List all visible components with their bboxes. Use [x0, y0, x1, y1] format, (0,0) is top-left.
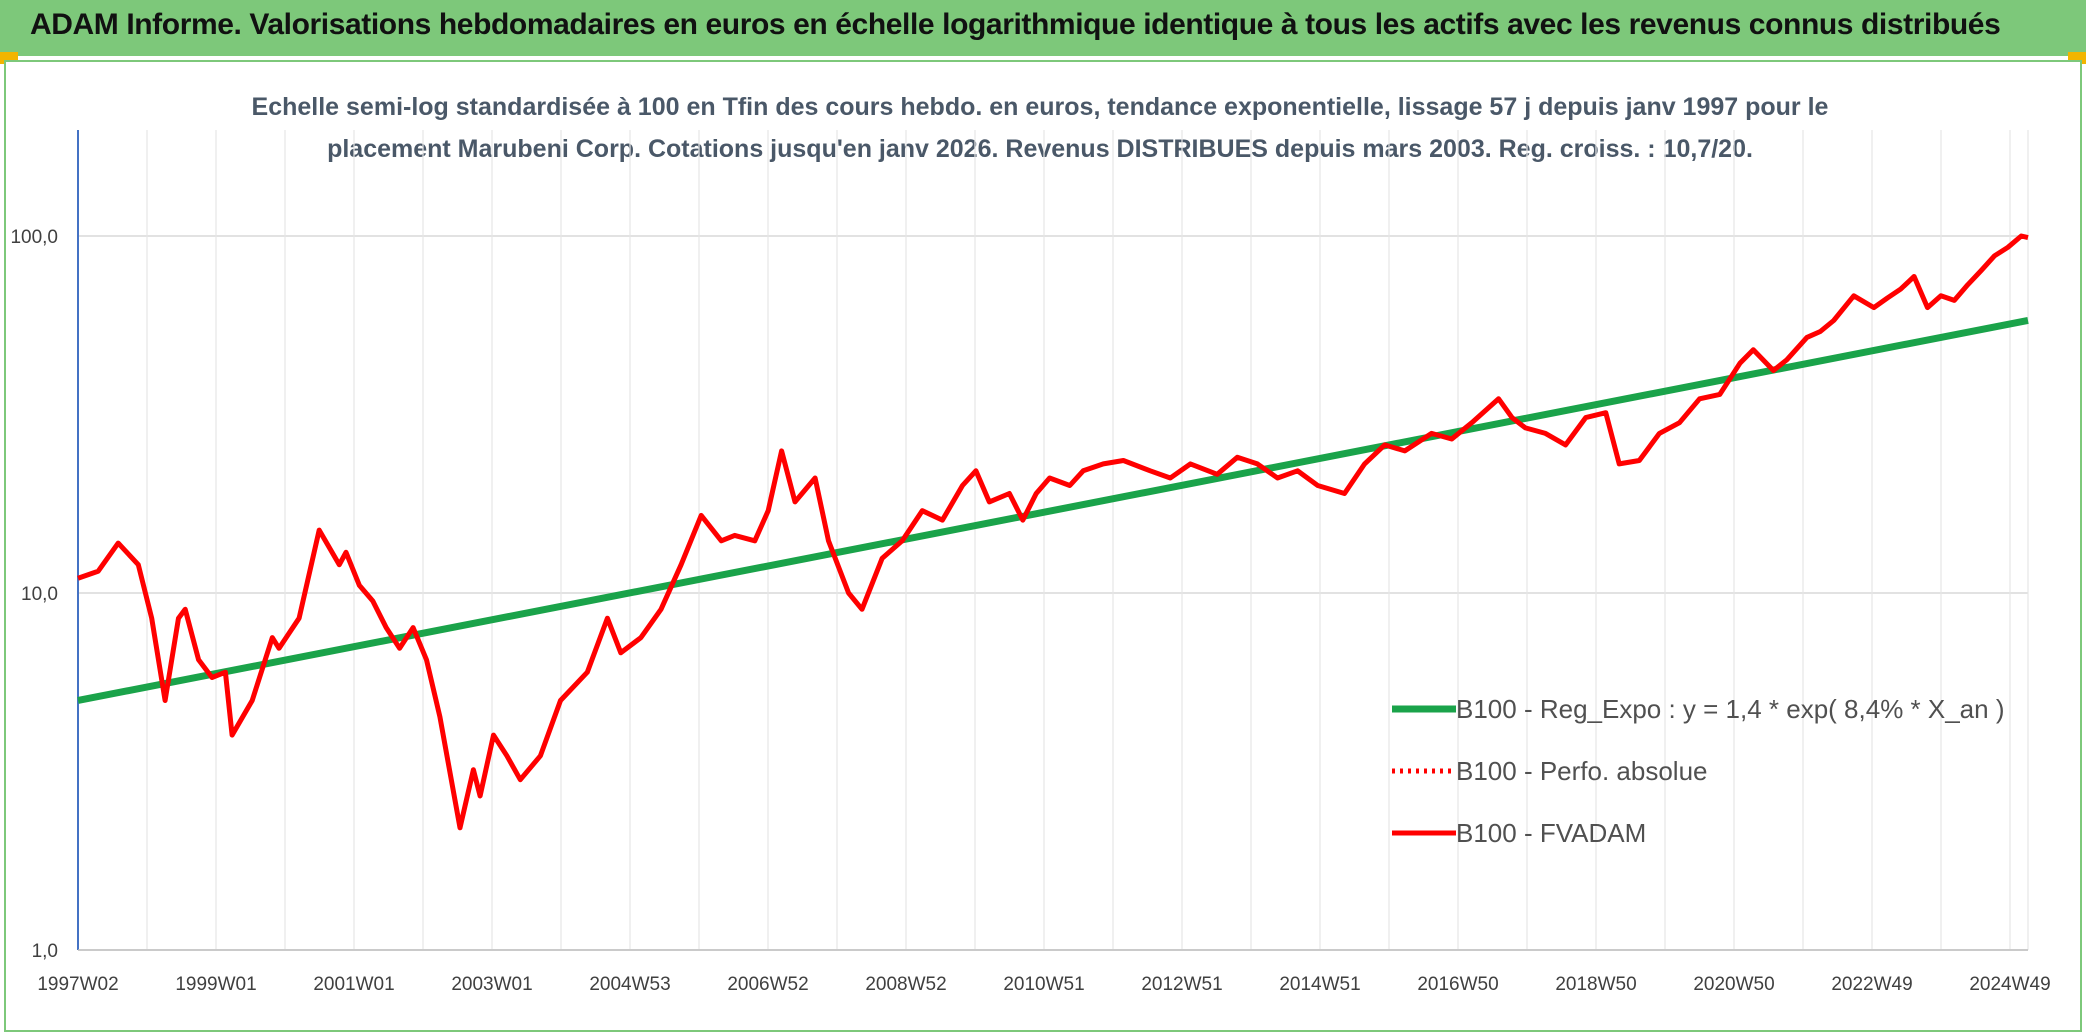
x-tick-label: 2024W49 [1969, 974, 2050, 995]
x-tick-label: 2020W50 [1693, 974, 1774, 995]
legend-label: B100 - Reg_Expo : y = 1,4 * exp( 8,4% * … [1456, 694, 2005, 724]
x-tick-label: 2022W49 [1831, 974, 1912, 995]
x-tick-label: 2010W51 [1003, 974, 1084, 995]
x-tick-label: 1997W02 [37, 974, 118, 995]
series-fvadam-line [77, 233, 2029, 831]
y-tick-label: 10,0 [21, 584, 58, 605]
series-regression-line [77, 317, 2029, 704]
title-banner: ADAM Informe. Valorisations hebdomadaire… [0, 0, 2086, 56]
axis-layer: 1,0 10,0 100,0 1997W02 1999W01 2001W01 2003W01… [10, 130, 2051, 995]
x-tick-label: 2008W52 [865, 974, 946, 995]
subtitle-line-2: placement Marubeni Corp. Cotations jusqu… [327, 135, 1753, 163]
x-tick-label: 2003W01 [451, 974, 532, 995]
x-tick-label: 2004W53 [589, 974, 670, 995]
page-title: ADAM Informe. Valorisations hebdomadaire… [30, 8, 2001, 41]
chart-panel [4, 60, 2082, 1032]
x-tick-label: 1999W01 [175, 974, 256, 995]
x-tick-label: 2018W50 [1555, 974, 1636, 995]
grid-layer [77, 130, 2029, 951]
series-layer [77, 233, 2029, 831]
legend-label: B100 - FVADAM [1456, 818, 1646, 848]
legend-label: B100 - Perfo. absolue [1456, 756, 1708, 786]
subtitle-line-1: Echelle semi-log standardisée à 100 en T… [251, 93, 1829, 121]
legend: B100 - Reg_Expo : y = 1,4 * exp( 8,4% * … [1392, 694, 2005, 848]
x-tick-label: 2006W52 [727, 974, 808, 995]
x-tick-label: 2014W51 [1279, 974, 1360, 995]
chart-subtitle: Echelle semi-log standardisée à 100 en T… [220, 86, 1860, 170]
y-tick-label: 100,0 [10, 227, 58, 248]
y-tick-label: 1,0 [32, 941, 58, 962]
x-tick-label: 2012W51 [1141, 974, 1222, 995]
x-tick-label: 2001W01 [313, 974, 394, 995]
x-tick-label: 2016W50 [1417, 974, 1498, 995]
